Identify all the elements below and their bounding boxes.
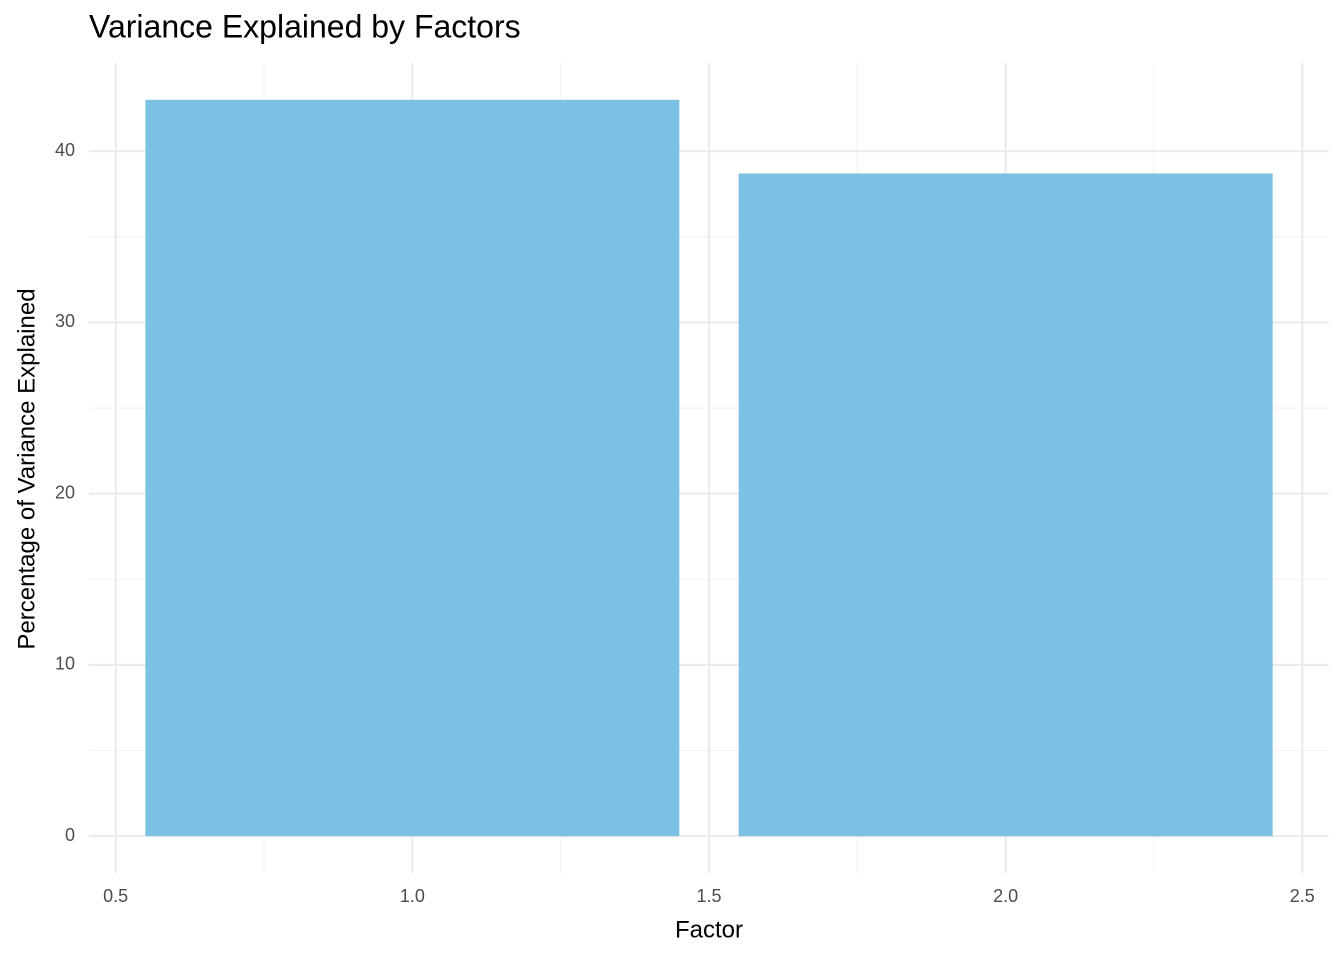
chart-title: Variance Explained by Factors [89,8,521,44]
x-axis-title: Factor [675,916,743,943]
y-tick-label: 0 [65,825,75,845]
x-tick-label: 1.0 [400,886,425,906]
y-tick-label: 10 [55,654,75,674]
x-tick-label: 2.5 [1290,886,1315,906]
bar [738,173,1273,837]
x-tick-label: 2.0 [993,886,1018,906]
y-tick-label: 40 [55,140,75,160]
y-tick-label: 20 [55,482,75,502]
x-tick-label: 1.5 [696,886,721,906]
bar [145,99,680,837]
y-axis-title: Percentage of Variance Explained [13,288,40,649]
x-tick-label: 0.5 [103,886,128,906]
y-tick-label: 30 [55,311,75,331]
